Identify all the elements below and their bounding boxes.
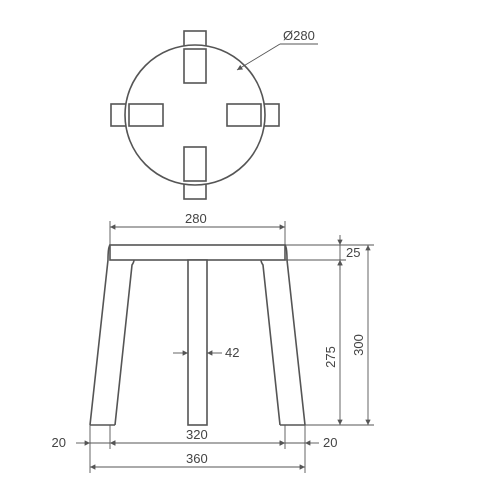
- svg-text:42: 42: [225, 345, 239, 360]
- diameter-leader: Ø280: [237, 28, 318, 70]
- dim-foot-left: 20: [52, 435, 124, 450]
- technical-drawing: Ø280 280: [0, 0, 500, 500]
- dim-overall-width: 360: [90, 451, 305, 467]
- svg-text:300: 300: [351, 334, 366, 356]
- left-leg-outer: [90, 245, 110, 425]
- front-view: 280 25 275 300: [52, 211, 374, 473]
- rear-leg: [188, 260, 207, 425]
- dim-foot-right: 20: [271, 435, 337, 450]
- svg-text:275: 275: [323, 346, 338, 368]
- right-leg-outer: [285, 245, 305, 425]
- dim-leg-height: 275: [305, 260, 346, 425]
- svg-text:20: 20: [323, 435, 337, 450]
- dim-foot-mid: 320: [110, 427, 285, 443]
- svg-text:360: 360: [186, 451, 208, 466]
- diameter-label: Ø280: [283, 28, 315, 43]
- svg-text:280: 280: [185, 211, 207, 226]
- dim-seat-thickness: 25: [285, 235, 360, 270]
- dim-seat-width: 280: [110, 211, 285, 245]
- seat-slab: [110, 245, 285, 260]
- svg-text:20: 20: [52, 435, 66, 450]
- left-leg-inner: [115, 260, 134, 425]
- svg-text:320: 320: [186, 427, 208, 442]
- right-leg-inner: [261, 260, 280, 425]
- svg-text:25: 25: [346, 245, 360, 260]
- top-view: Ø280: [111, 28, 318, 199]
- dim-overall-height: 300: [346, 245, 374, 425]
